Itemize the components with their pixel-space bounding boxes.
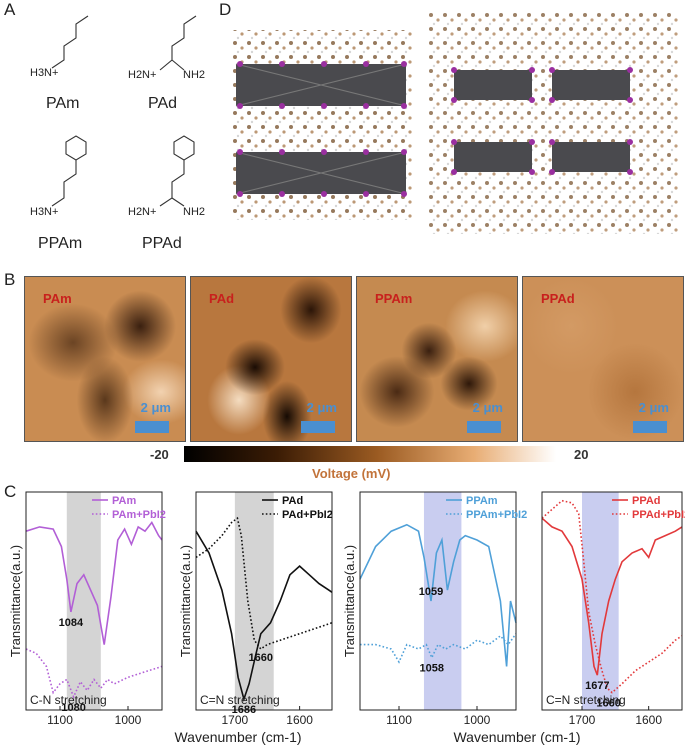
shaded-region bbox=[423, 492, 462, 710]
plot-frame bbox=[195, 491, 333, 711]
ppam-group: H3N+ bbox=[30, 206, 58, 218]
colorbar-max: 20 bbox=[574, 447, 589, 462]
afm-label-pam: PAm bbox=[43, 291, 72, 306]
ppad-chain bbox=[159, 160, 185, 207]
ftir-chart-2: 1700 1600 PAd PAd+PbI2 1686 1660 C=N stretchin… bbox=[178, 491, 333, 727]
scale-bar-ppad bbox=[633, 421, 667, 433]
peak-annotation: 1677 bbox=[585, 680, 609, 692]
molecule-name-ppam: PPAm bbox=[38, 235, 82, 252]
series-line-pure bbox=[359, 523, 517, 667]
scale-bar-pad bbox=[301, 421, 335, 433]
panel-label-a: A bbox=[4, 0, 16, 19]
shaded-region bbox=[234, 492, 274, 710]
crystal-structures bbox=[232, 12, 680, 234]
plot-frame bbox=[541, 491, 683, 711]
pad-group-left: H2N+ bbox=[128, 69, 156, 81]
series-line-pbi2 bbox=[360, 633, 517, 664]
molecule-name-pad: PAd bbox=[148, 95, 177, 112]
peak-annotation: 1660 bbox=[249, 652, 273, 664]
x-tick-label: 1600 bbox=[286, 713, 313, 727]
legend-label: PAd bbox=[282, 495, 303, 507]
peak-annotation: 1084 bbox=[59, 617, 84, 629]
afm-image-ppam: PPAm 2 μm bbox=[356, 276, 518, 442]
molecule-name-ppad: PPAd bbox=[142, 235, 182, 252]
ppam-chain bbox=[51, 160, 77, 207]
x-tick-label: 1700 bbox=[569, 713, 596, 727]
series-line-pbi2 bbox=[541, 499, 683, 694]
x-axis-label-1: Wavenumber (cm-1) bbox=[174, 729, 301, 745]
afm-image-ppad: PPAd 2 μm bbox=[522, 276, 684, 442]
peak-annotation: 1080 bbox=[61, 702, 85, 714]
afm-label-pad: PAd bbox=[209, 291, 235, 306]
pad-group-right: NH2 bbox=[183, 69, 205, 81]
peak-annotation: 1686 bbox=[232, 704, 256, 716]
y-axis-label: Transmittance(a.u.) bbox=[342, 545, 357, 657]
series-line-pbi2 bbox=[25, 648, 163, 699]
y-axis-label: Transmittance(a.u.) bbox=[178, 545, 193, 657]
peak-annotation: 1660 bbox=[596, 698, 620, 710]
x-tick-label: 1700 bbox=[222, 713, 249, 727]
plot-frame bbox=[359, 491, 517, 711]
series-line-pure bbox=[195, 530, 333, 702]
x-tick-label: 1000 bbox=[464, 713, 491, 727]
afm-image-pad: PAd 2 μm bbox=[190, 276, 352, 442]
ppad-group-right: NH2 bbox=[183, 206, 205, 218]
structure-right bbox=[428, 12, 680, 234]
ftir-chart-3: 1100 1000 PPAm PPAm+PbI2 1059 1058 Transmittan… bbox=[342, 491, 527, 727]
ppad-ring bbox=[173, 135, 195, 161]
y-axis-label: Transmittance(a.u.) bbox=[8, 545, 23, 657]
legend-label: PPAd+PbI2 bbox=[632, 509, 685, 521]
x-tick-label: 1100 bbox=[47, 713, 73, 727]
molecule-name-pam: PAm bbox=[46, 95, 79, 112]
x-tick-label: 1100 bbox=[386, 713, 412, 727]
afm-label-ppam: PPAm bbox=[375, 291, 413, 306]
afm-image-pam: PAm 2 μm bbox=[24, 276, 186, 442]
colorbar bbox=[184, 446, 556, 462]
panel-label-d: D bbox=[219, 0, 232, 19]
x-axis-label-2: Wavenumber (cm-1) bbox=[453, 729, 580, 745]
series-line-pure bbox=[25, 521, 163, 645]
pam-chain bbox=[51, 15, 89, 69]
scale-text-pad: 2 μm bbox=[306, 400, 337, 415]
stretching-label: C=N stretching bbox=[546, 693, 626, 707]
ppam-ring bbox=[65, 135, 87, 161]
scale-bar-pam bbox=[135, 421, 169, 433]
peak-annotation: 1058 bbox=[420, 663, 444, 675]
pad-chain bbox=[159, 15, 197, 71]
panel-label-c: C bbox=[4, 482, 17, 501]
x-tick-label: 1600 bbox=[635, 713, 662, 727]
scale-text-pam: 2 μm bbox=[140, 400, 171, 415]
stretching-label: C=N stretching bbox=[200, 693, 280, 707]
panel-label-b: B bbox=[4, 270, 16, 289]
pam-group: H3N+ bbox=[30, 67, 58, 79]
legend-label: PPAm bbox=[466, 495, 498, 507]
peak-annotation: 1059 bbox=[419, 586, 443, 598]
colorbar-min: -20 bbox=[150, 447, 169, 462]
series-line-pure bbox=[541, 517, 683, 676]
structure-left bbox=[232, 30, 412, 220]
plot-frame bbox=[25, 491, 163, 711]
series-line-pbi2 bbox=[195, 516, 333, 651]
afm-label-ppad: PPAd bbox=[541, 291, 575, 306]
colorbar-label: Voltage (mV) bbox=[312, 466, 391, 481]
scale-text-ppad: 2 μm bbox=[638, 400, 669, 415]
molecule-structures: H3N+ H2N+ NH2 H3N+ H2N+ NH2 PAm PAd PPAm… bbox=[30, 15, 205, 252]
scale-bar-ppam bbox=[467, 421, 501, 433]
legend-label: PPAm+PbI2 bbox=[466, 509, 527, 521]
legend-label: PAd+PbI2 bbox=[282, 509, 333, 521]
scale-text-ppam: 2 μm bbox=[472, 400, 503, 415]
ppad-group-left: H2N+ bbox=[128, 206, 156, 218]
x-tick-label: 1000 bbox=[115, 713, 142, 727]
legend-label: PPAd bbox=[632, 495, 661, 507]
stretching-label: C-N stretching bbox=[30, 693, 107, 707]
legend-label: PAm+PbI2 bbox=[112, 509, 166, 521]
legend-label: PAm bbox=[112, 495, 136, 507]
